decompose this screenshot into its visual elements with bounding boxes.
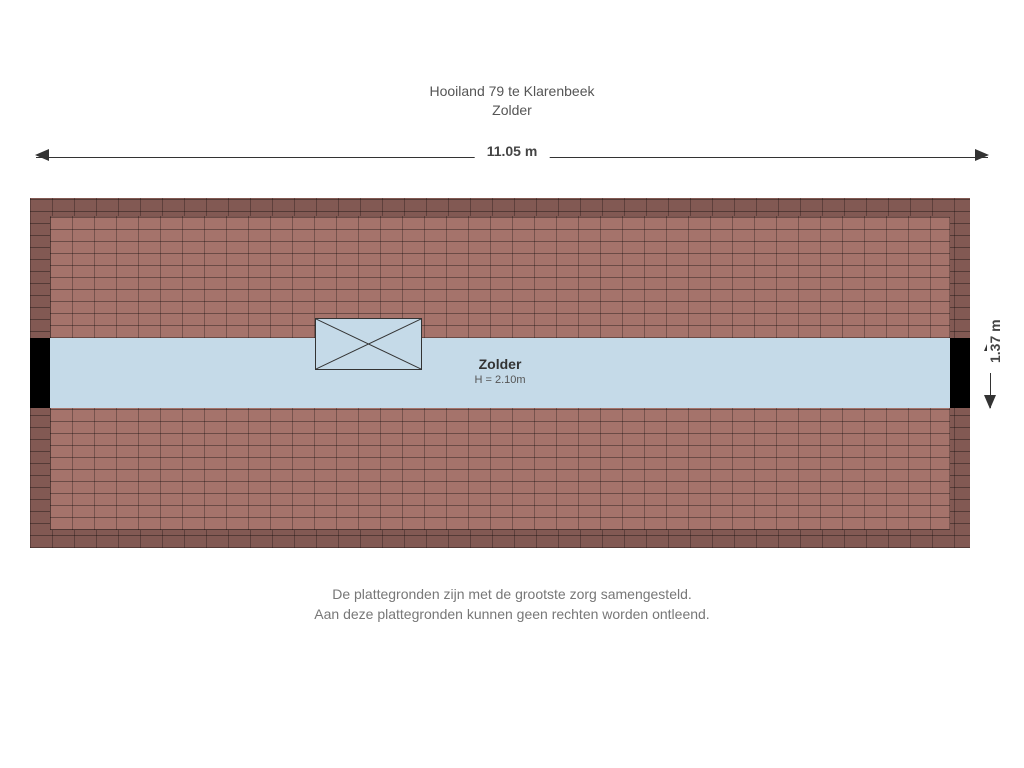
title-line-2: Zolder: [0, 101, 1024, 120]
arrow-right-icon: [975, 149, 989, 161]
title-block: Hooiland 79 te Klarenbeek Zolder: [0, 82, 1024, 120]
arrow-left-icon: [35, 149, 49, 161]
footer-line-2: Aan deze plattegronden kunnen geen recht…: [0, 605, 1024, 625]
room-name: Zolder: [440, 356, 560, 372]
dimension-height-label: 1.37 m: [987, 309, 1003, 373]
floorplan-page: Hooiland 79 te Klarenbeek Zolder 11.05 m…: [0, 0, 1024, 768]
room-label: Zolder H = 2.10m: [440, 356, 560, 386]
skylight-cross-icon: [316, 319, 421, 369]
wall-left: [30, 338, 50, 408]
skylight: [315, 318, 422, 370]
title-line-1: Hooiland 79 te Klarenbeek: [0, 82, 1024, 101]
footer-line-1: De plattegronden zijn met de grootste zo…: [0, 585, 1024, 605]
wall-right: [950, 338, 970, 408]
dimension-width: 11.05 m: [36, 149, 988, 165]
arrow-down-icon: [984, 395, 996, 409]
dimension-height: 1.37 m: [982, 338, 998, 408]
plan-drawing: Zolder H = 2.10m: [30, 198, 970, 548]
dimension-width-label: 11.05 m: [475, 143, 550, 159]
room-height: H = 2.10m: [440, 374, 560, 386]
footer-block: De plattegronden zijn met de grootste zo…: [0, 585, 1024, 624]
